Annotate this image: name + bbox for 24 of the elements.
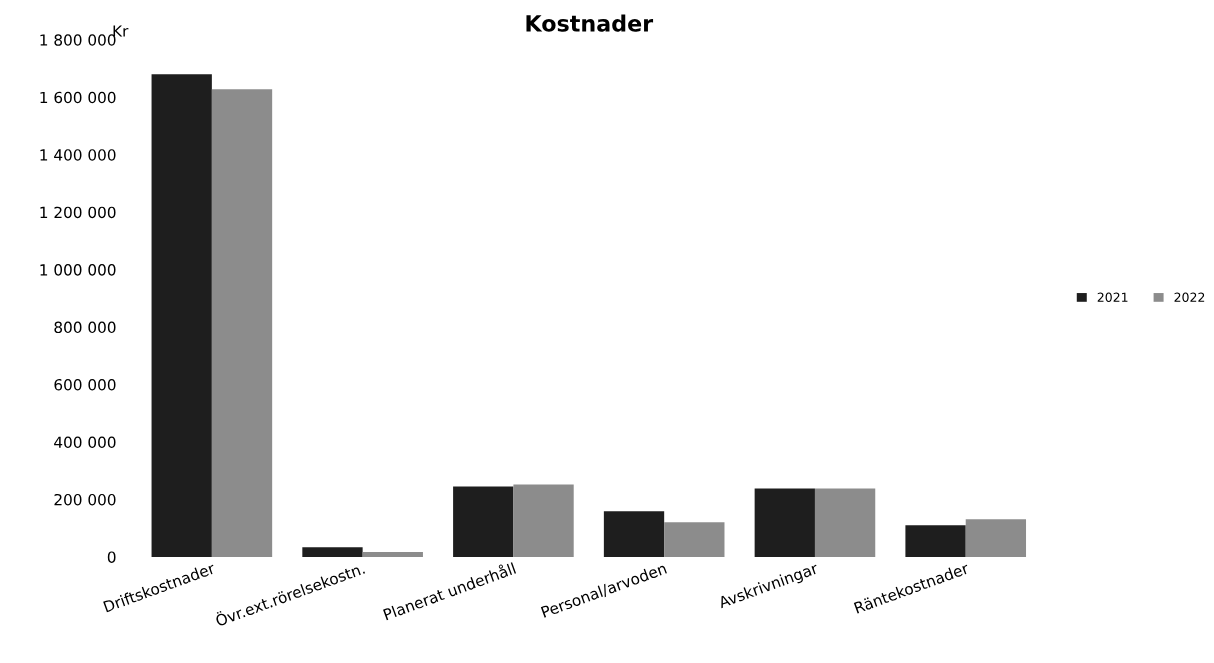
bar — [905, 525, 966, 557]
y-tick-label: 800 000 — [54, 321, 116, 334]
bar — [302, 547, 363, 557]
bar — [362, 552, 423, 557]
bar — [965, 519, 1027, 557]
bar — [211, 89, 273, 557]
bar — [603, 511, 665, 557]
y-tick-label: 1 000 000 — [40, 264, 116, 276]
y-tick-label: 0 — [107, 551, 116, 563]
bar — [814, 488, 876, 557]
y-tick-label: 400 000 — [54, 436, 116, 449]
bar — [664, 522, 725, 557]
y-tick-label: 200 000 — [54, 493, 116, 506]
bar — [151, 74, 212, 557]
y-tick-label: 1 200 000 — [40, 206, 116, 219]
y-tick-label: 1 600 000 — [40, 91, 116, 104]
bar — [754, 488, 815, 557]
y-tick-label: 600 000 — [54, 379, 116, 391]
y-tick-label: 1 400 000 — [40, 149, 116, 161]
legend-label: 2022 — [1174, 292, 1205, 302]
chart-title: Kostnader — [526, 14, 654, 32]
bar — [453, 486, 514, 557]
legend-label: 2021 — [1097, 292, 1128, 302]
bar — [513, 484, 574, 557]
